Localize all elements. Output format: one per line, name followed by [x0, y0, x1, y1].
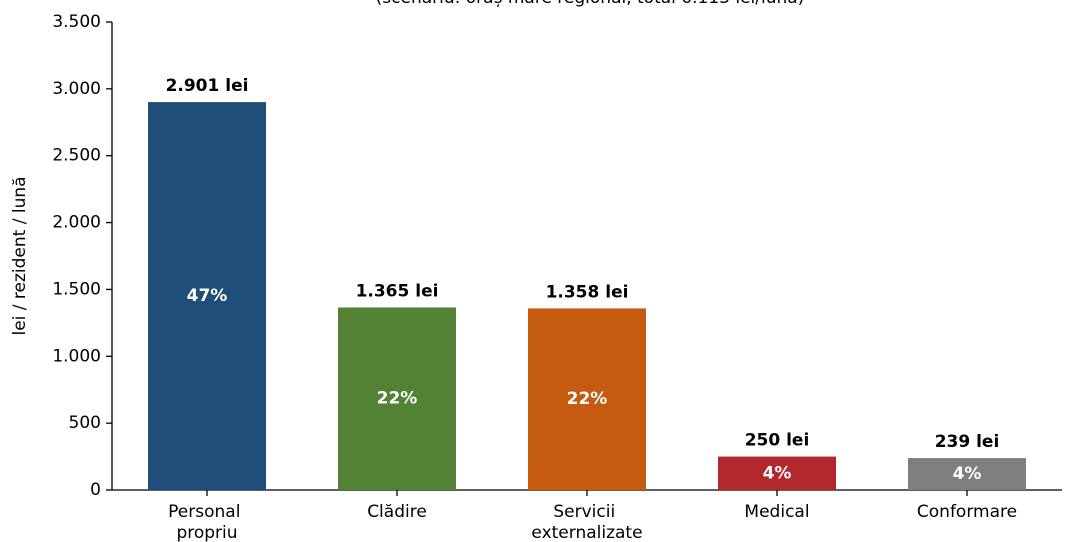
bar	[718, 456, 836, 490]
x-tick-label: Conformare	[917, 502, 1017, 522]
y-tick-label: 3.000	[52, 79, 101, 99]
y-tick-label: 1.500	[52, 279, 101, 299]
y-tick-label: 500	[69, 413, 101, 433]
bar	[338, 307, 456, 490]
bar	[908, 458, 1026, 490]
bar	[148, 102, 266, 491]
y-axis-label: lei / rezident / lună	[10, 176, 30, 335]
value-label: 250 lei	[745, 431, 810, 451]
share-label: 22%	[377, 389, 418, 409]
y-tick-label: 1.000	[52, 346, 101, 366]
share-label: 4%	[763, 463, 792, 483]
y-tick-label: 2.000	[52, 213, 101, 233]
bar	[528, 308, 646, 490]
y-tick-label: 0	[90, 480, 101, 500]
y-tick-label: 3.500	[52, 12, 101, 32]
value-label: 1.358 lei	[546, 282, 629, 302]
value-label: 239 lei	[935, 432, 1000, 452]
value-label: 1.365 lei	[356, 281, 439, 301]
x-tick-label: Medical	[744, 502, 809, 522]
x-tick-label: Servicii externalizate	[531, 502, 642, 542]
share-label: 4%	[953, 464, 982, 484]
chart-subtitle: (scenariu: oraș mare regional, total 6.1…	[376, 0, 805, 8]
value-label: 2.901 lei	[166, 76, 249, 96]
share-label: 22%	[567, 389, 608, 409]
y-tick-label: 2.500	[52, 146, 101, 166]
x-tick-label: Clădire	[367, 502, 427, 522]
x-tick-label: Personal propriu	[168, 502, 246, 542]
share-label: 47%	[187, 286, 228, 306]
